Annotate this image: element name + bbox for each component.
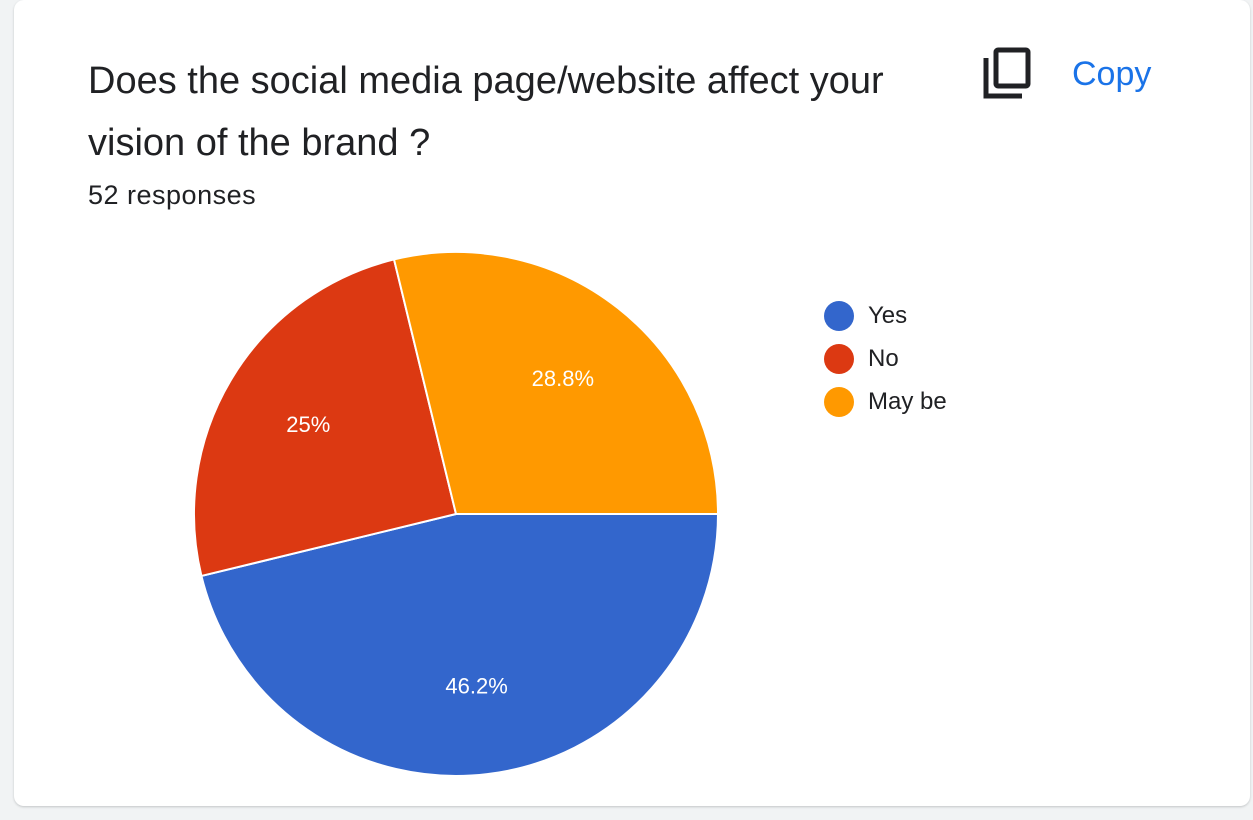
legend-label: Yes (868, 301, 908, 329)
legend-swatch (824, 300, 854, 331)
legend-item[interactable]: May be (824, 380, 947, 423)
legend-item[interactable]: No (824, 337, 947, 380)
legend-swatch (824, 343, 854, 374)
legend-label: No (868, 344, 899, 372)
copy-label[interactable]: Copy (1072, 54, 1152, 93)
pie-slice-maybe[interactable] (392, 251, 720, 515)
pie-slice-yes[interactable] (200, 513, 720, 777)
response-summary-card: Does the social media page/website affec… (14, 0, 1250, 806)
legend-item[interactable]: Yes (824, 294, 947, 337)
pie-chart: 46.2% 25% 28.8% (193, 251, 720, 777)
copy-chart-button[interactable]: Copy (980, 46, 1151, 102)
question-title: Does the social media page/website affec… (88, 60, 884, 164)
legend-label: May be (868, 387, 947, 415)
pie-label-no: 25% (286, 412, 330, 437)
copy-icon[interactable] (980, 46, 1036, 102)
pie-slice-no[interactable] (193, 258, 458, 578)
legend-swatch (824, 386, 854, 417)
pie-label-yes: 46.2% (445, 674, 507, 699)
chart-legend: Yes No May be (824, 294, 947, 423)
pie-label-maybe: 28.8% (532, 366, 594, 391)
responses-count: 52 responses (88, 180, 257, 210)
